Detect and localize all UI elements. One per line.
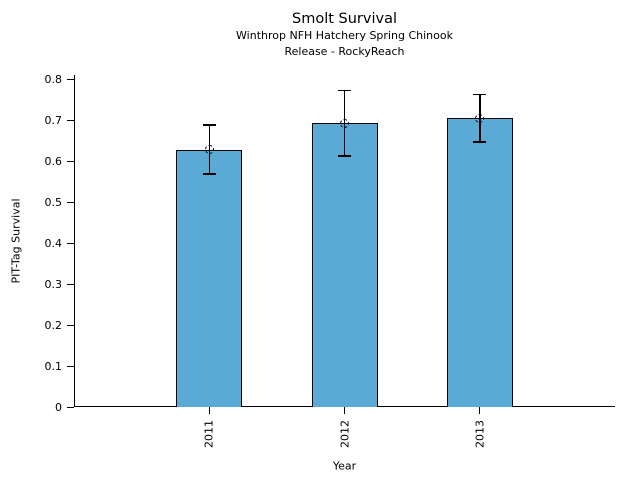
x-axis-label: Year [332,459,357,473]
chart-title: Smolt Survival [292,11,397,27]
error-bar-cap-bottom [202,173,216,175]
y-tick-mark [67,283,74,285]
y-tick-mark [67,365,74,367]
chart-header: Smolt Survival Winthrop NFH Hatchery Spr… [74,10,615,59]
y-tick-label: 0 [55,400,62,414]
y-tick-label: 0.7 [44,113,63,127]
error-bar-cap-top [473,93,487,96]
x-tick-mark [479,407,481,414]
y-tick-mark [67,406,74,408]
bar-2013 [446,118,513,407]
y-tick-label: 0.8 [44,72,63,86]
error-bar-cap-top [338,89,351,92]
x-tick-label: 2013 [473,420,487,448]
y-tick-label: 0.1 [44,359,63,373]
chart-subtitle-line2: Release - RockyReach [284,44,405,58]
x-tick-label: 2012 [338,420,351,448]
y-tick-mark [67,119,74,121]
x-tick-mark [208,407,210,414]
y-tick-label: 0.3 [44,277,63,291]
y-tick-mark [67,160,74,162]
y-tick-mark [67,324,74,326]
error-bar-cap-top [202,124,216,126]
y-tick-mark [67,201,74,203]
chart-subtitle-line1: Winthrop NFH Hatchery Spring Chinook [236,29,453,42]
error-bar-cap-bottom [338,155,351,157]
x-tick-mark [344,407,345,414]
open-circle-marker [340,118,349,128]
plot-area: Year 0 0.1 0.2 0.3 0.4 0.5 0.6 0.7 0.8 2011 2012 20… [45,74,615,473]
y-tick-label: 0.6 [44,154,63,168]
y-tick-label: 0.5 [44,195,63,209]
y-tick-label: 0.4 [44,236,63,250]
x-tick-label: 2011 [202,420,216,448]
bar-2012 [311,123,378,407]
y-axis-spine [74,75,75,407]
y-tick-label: 0.2 [44,318,63,332]
bar-2011 [176,149,243,407]
open-circle-marker [204,145,214,155]
open-circle-marker [475,113,485,123]
error-bar-cap-bottom [473,141,487,143]
y-tick-mark [67,242,74,244]
y-tick-mark [67,78,74,80]
